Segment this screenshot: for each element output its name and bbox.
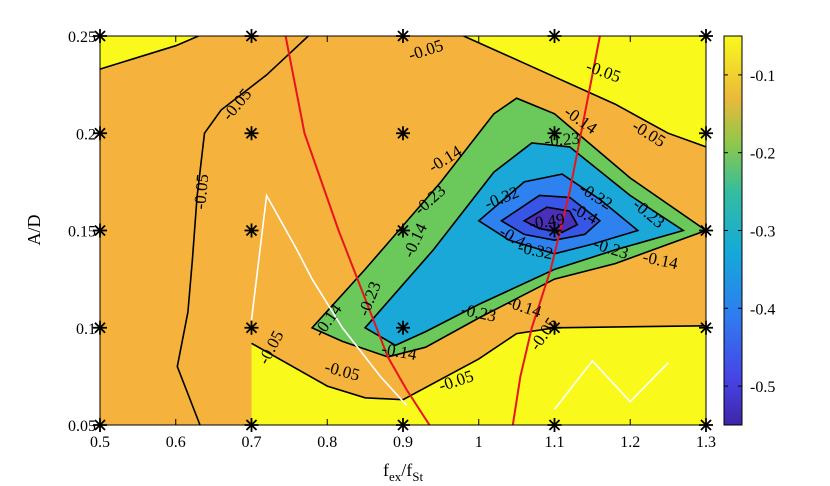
svg-text:-0.23: -0.23 bbox=[544, 129, 581, 151]
colorbar-tick-label: -0.2 bbox=[750, 146, 775, 163]
svg-text:-0.49: -0.49 bbox=[528, 209, 566, 233]
white-curve-0 bbox=[250, 192, 408, 407]
x-tick-label: 0.9 bbox=[393, 434, 413, 451]
contour-line-2 bbox=[176, 36, 309, 425]
marker-18 bbox=[547, 126, 562, 141]
x-tick-label: 1 bbox=[475, 434, 483, 451]
colorbar-tick-label: -0.4 bbox=[750, 301, 775, 318]
white-curves bbox=[250, 192, 669, 410]
x-tick-label: 0.5 bbox=[90, 434, 110, 451]
contour-line-7 bbox=[500, 194, 602, 242]
y-axis-label: A/D bbox=[24, 215, 44, 246]
colorbar-tick-label: -0.1 bbox=[750, 68, 775, 85]
x-axis-ticks: 0.5 0.6 0.7 0.8 0.9 1 1.1 1.2 1.3 bbox=[90, 36, 716, 451]
x-tick-label: 0.8 bbox=[317, 434, 337, 451]
colorbar-tick-label: -0.3 bbox=[750, 224, 775, 241]
y-tick-label: 0.1 bbox=[76, 321, 96, 338]
red-curve-0 bbox=[284, 36, 431, 425]
y-tick-label: 0.25 bbox=[68, 29, 96, 46]
marker-17 bbox=[396, 126, 410, 141]
contour-lines bbox=[100, 36, 706, 425]
marker-6 bbox=[244, 320, 259, 335]
colorbar-ticks: -0.1 -0.2 -0.3 -0.4 -0.5 bbox=[724, 68, 775, 396]
marker-11 bbox=[244, 223, 259, 238]
marker-16 bbox=[244, 126, 259, 141]
x-tick-label: 0.6 bbox=[166, 434, 186, 451]
x-tick-label: 1.2 bbox=[620, 434, 640, 451]
x-axis-label: fex/fSt bbox=[383, 460, 424, 484]
contour-line-3 bbox=[251, 325, 706, 401]
region-left bbox=[100, 36, 309, 425]
y-axis-ticks: 0.05 0.1 0.15 0.2 0.25 bbox=[68, 29, 706, 435]
contour-label-27: -0.49 bbox=[528, 209, 566, 233]
contour-line-5 bbox=[363, 142, 686, 347]
x-tick-label: 1.3 bbox=[696, 434, 716, 451]
svg-text:-0.05: -0.05 bbox=[190, 173, 212, 210]
y-tick-label: 0.2 bbox=[76, 126, 96, 143]
y-tick-label: 0.15 bbox=[68, 224, 96, 241]
contour-line-1 bbox=[463, 36, 706, 148]
white-curve-1 bbox=[553, 359, 669, 410]
contour-line-6 bbox=[477, 173, 640, 255]
contour-line-0 bbox=[100, 36, 199, 70]
colorbar-tick-label: -0.5 bbox=[750, 379, 775, 396]
marker-12 bbox=[396, 223, 410, 238]
marker-7 bbox=[396, 320, 410, 335]
marker-13 bbox=[547, 223, 562, 238]
contour-label-4: -0.05 bbox=[190, 173, 212, 210]
marker-8 bbox=[547, 320, 562, 335]
contour-label-16: -0.23 bbox=[544, 129, 581, 151]
y-tick-label: 0.05 bbox=[68, 418, 96, 435]
x-tick-label: 1.1 bbox=[545, 434, 565, 451]
contour-line-4 bbox=[310, 97, 706, 358]
red-curves bbox=[284, 36, 601, 425]
x-tick-label: 0.7 bbox=[242, 434, 262, 451]
contour-line-8 bbox=[522, 206, 579, 234]
red-curve-1 bbox=[511, 36, 601, 425]
